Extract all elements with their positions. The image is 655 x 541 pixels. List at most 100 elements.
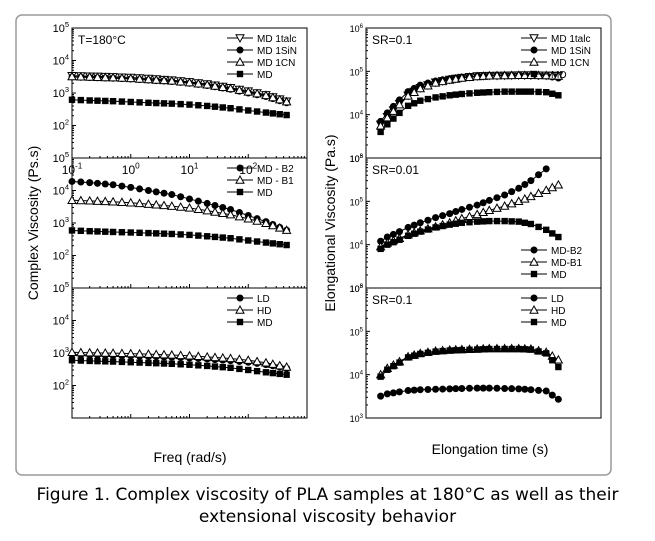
legend-entry: HD [521,304,565,317]
data-point [404,223,412,231]
data-point [153,230,160,237]
data-point [252,356,262,366]
data-point [84,72,95,81]
legend-label: MD [551,70,567,81]
series-md [68,357,290,378]
data-point [100,72,111,82]
data-point [404,387,412,395]
data-point [219,363,226,371]
data-point [424,226,432,233]
y-tick-label: 104 [350,240,364,251]
data-point [118,182,126,190]
data-point [473,384,481,392]
legend-label: MD 1SiN [257,46,297,57]
data-point [396,236,403,243]
data-point [446,385,454,393]
data-point [535,223,542,231]
data-point [396,109,403,117]
legend-entry: MD [521,70,567,81]
data-point [439,222,446,230]
data-point [136,185,144,193]
data-point [493,384,501,392]
data-point [136,99,143,106]
legend-entry: LD [521,294,564,305]
data-point [377,245,384,253]
data-point [384,366,391,373]
data-point [492,70,502,80]
panel-annotation: SR=0.1 [372,293,413,307]
data-point [404,232,412,240]
data-point [394,99,405,109]
data-point [527,386,535,394]
data-point [542,387,550,395]
data-point [166,349,177,359]
data-point [210,352,220,362]
data-point [75,195,86,205]
y-tick-label: 103 [350,283,364,294]
data-point [143,349,154,358]
data-point [94,228,101,235]
data-point [480,346,487,353]
data-point [527,346,535,353]
data-point [102,358,109,365]
legend-label: MD 1CN [551,58,589,69]
data-point [473,346,481,353]
data-point [432,348,439,355]
panel-annotation: SR=0.1 [372,33,413,47]
data-point [508,88,515,95]
data-point [253,367,261,375]
data-point [125,73,136,83]
legend-label: LD [257,294,270,305]
data-point [456,73,467,82]
data-point [195,102,202,109]
data-point [458,90,466,98]
data-point [109,228,117,236]
legend-marker [529,34,539,44]
data-point [274,94,285,104]
data-point [515,385,523,393]
data-point [225,209,236,219]
data-point [415,83,426,93]
series-ld [377,384,562,403]
series-md [377,217,562,253]
legend-entry: MD 1SiN [521,46,591,57]
data-point [515,218,522,225]
data-point [77,96,85,104]
series-md [68,96,290,119]
data-point [417,350,424,358]
data-point [262,109,270,116]
data-point [410,386,418,394]
legend-label: MD 1CN [257,58,295,69]
data-point [236,236,243,243]
data-point [281,362,292,371]
legend-label: MD - B1 [257,176,294,187]
data-point [395,228,403,236]
data-point [547,182,558,192]
data-point [193,351,204,361]
data-point [261,357,271,367]
data-point [549,230,556,237]
data-point [478,71,489,80]
data-point [219,234,226,241]
data-point [486,345,493,353]
data-point [267,220,278,230]
data-point [92,72,103,81]
legend-entry: MD-B1 [521,256,583,269]
data-point [417,228,424,235]
data-point [377,128,384,136]
legend-marker [530,318,538,326]
legend-entry: MD [227,318,273,329]
legend-marker [530,270,538,278]
data-point [382,112,393,122]
legend-marker [529,256,539,266]
data-point [234,85,245,94]
data-point [424,349,432,357]
data-point [145,359,152,367]
data-point [269,369,277,377]
legend-marker [530,294,538,302]
data-point [202,79,213,89]
y-tick-label: 103 [53,345,69,360]
data-point [234,354,245,364]
